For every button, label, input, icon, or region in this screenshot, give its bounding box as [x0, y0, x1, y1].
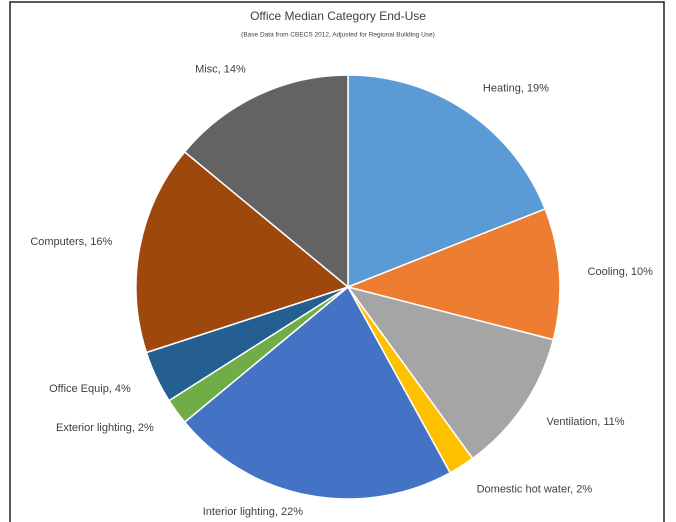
- slice-label: Misc, 14%: [195, 64, 246, 76]
- pie-slice: [347, 74, 547, 289]
- pie-slice: [183, 74, 349, 289]
- slice-label: Exterior lighting, 2%: [56, 422, 154, 434]
- slice-label: Domestic hot water, 2%: [477, 484, 593, 496]
- chart-subtitle: (Base Data from CBECS 2012, Adjusted for…: [241, 32, 435, 39]
- slice-label: Computers, 16%: [30, 236, 112, 248]
- pie-slice: [345, 207, 561, 341]
- pie-slice: [183, 285, 452, 500]
- pie-slice: [346, 285, 555, 460]
- pie-slice: [135, 150, 350, 354]
- slice-label: Interior lighting, 22%: [203, 506, 303, 518]
- slice-label: Ventilation, 11%: [546, 416, 624, 428]
- slice-label: Office Equip, 4%: [49, 383, 131, 395]
- slice-label: Heating, 19%: [483, 82, 549, 94]
- chart-title: Office Median Category End-Use: [250, 9, 426, 23]
- slice-label: Cooling, 10%: [588, 266, 654, 278]
